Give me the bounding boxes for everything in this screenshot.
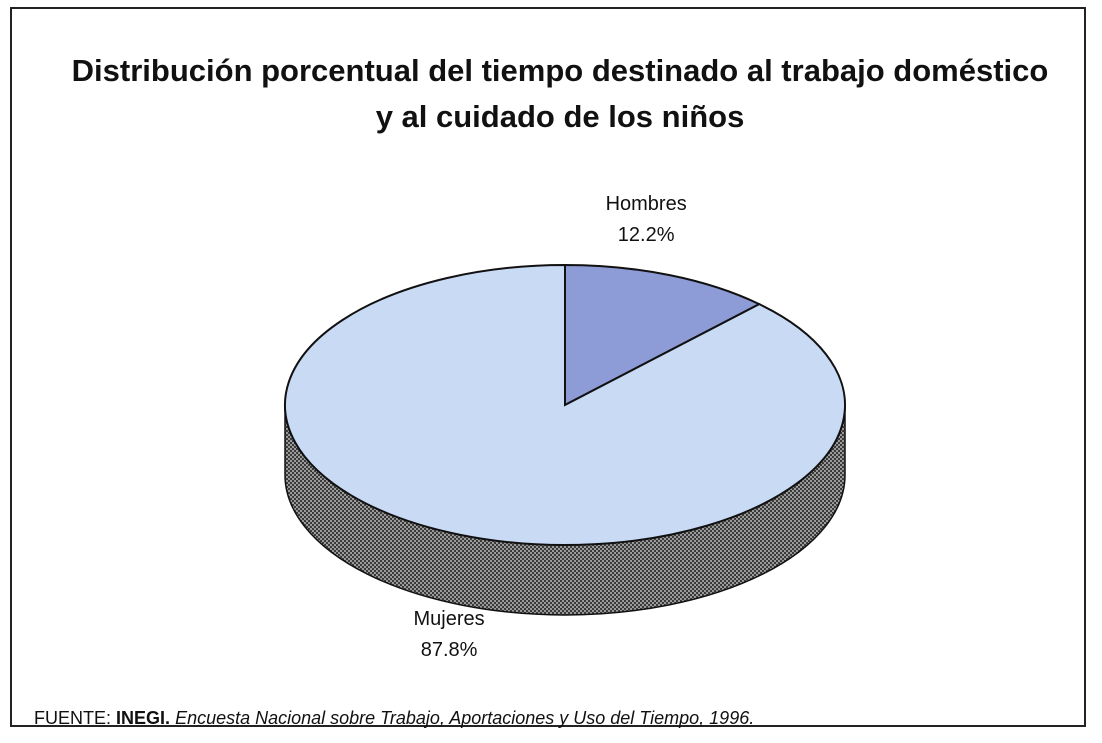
source-org: INEGI. (116, 708, 171, 728)
category-label: Hombres (606, 193, 687, 215)
chart-frame (10, 7, 1086, 727)
slice (564, 263, 762, 407)
source-title: Encuesta Nacional sobre Trabajo, Aportac… (175, 708, 755, 728)
slice (284, 263, 846, 546)
value-label: 12.2% (618, 224, 675, 246)
source-note: FUENTE: INEGI. Encuesta Nacional sobre T… (34, 708, 754, 729)
source-prefix: FUENTE: (34, 708, 112, 728)
chart-title: Distribución porcentual del tiempo desti… (71, 53, 1049, 134)
value-label: 87.8% (421, 639, 478, 661)
category-label: Mujeres (414, 608, 485, 630)
